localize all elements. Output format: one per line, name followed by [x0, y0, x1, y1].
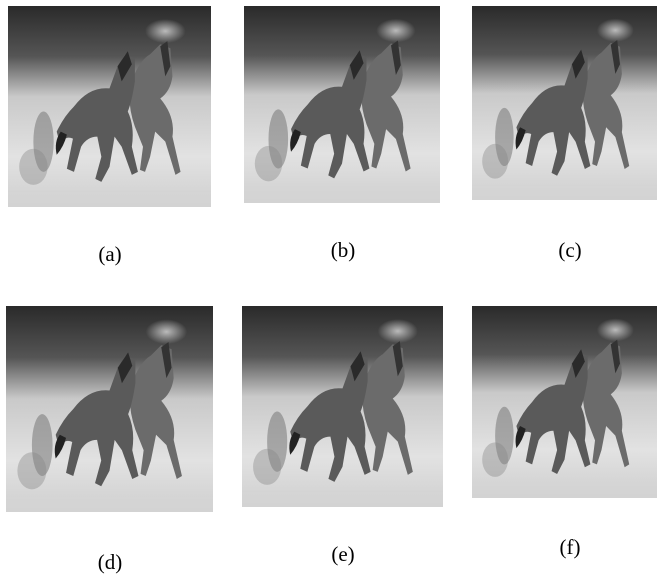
image [6, 306, 213, 512]
figure: (a) (b) (c) (d) (e) (f) [0, 0, 657, 577]
image [472, 306, 657, 498]
panel-label: (a) [98, 242, 121, 266]
image [244, 6, 440, 203]
panel-label: (b) [331, 238, 356, 262]
image [242, 306, 443, 507]
image [8, 6, 211, 207]
panel-label: (d) [98, 550, 123, 574]
image [472, 6, 657, 200]
panel-label: (e) [331, 542, 354, 566]
panel-label: (c) [558, 238, 581, 262]
panel-label: (f) [560, 535, 581, 559]
